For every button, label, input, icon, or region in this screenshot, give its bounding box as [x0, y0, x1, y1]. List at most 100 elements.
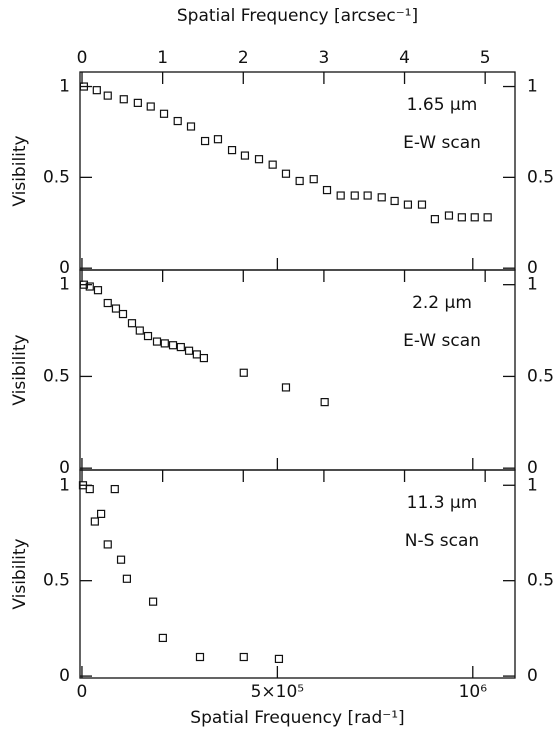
marker — [320, 398, 329, 407]
y2-tick-label: 1 — [527, 77, 538, 97]
marker — [227, 146, 237, 155]
y-tick-label: 0.5 — [43, 366, 70, 386]
x2-tick-label: 5 — [480, 48, 491, 68]
y2-tick-label: 0 — [527, 258, 538, 278]
marker — [103, 540, 112, 549]
marker — [295, 176, 304, 186]
marker — [92, 86, 101, 95]
marker — [168, 341, 178, 350]
marker — [322, 185, 332, 195]
marker — [200, 136, 210, 146]
marker — [148, 597, 158, 606]
marker — [90, 517, 99, 526]
marker — [309, 175, 318, 184]
x-tick-label: 10⁶ — [459, 682, 488, 702]
marker — [158, 633, 167, 643]
marker — [417, 200, 427, 209]
marker — [146, 102, 155, 111]
x-axis-title: Spatial Frequency [rad⁻¹] — [190, 708, 404, 728]
y2-tick-label: 0.5 — [527, 571, 554, 591]
marker — [122, 574, 132, 583]
marker — [160, 339, 169, 348]
y-tick-label: 0.5 — [43, 571, 70, 591]
marker — [184, 346, 194, 355]
marker — [213, 135, 223, 144]
marker — [85, 484, 94, 494]
marker — [111, 304, 121, 313]
marker — [470, 213, 479, 222]
marker — [239, 368, 248, 377]
y-axis-title: Visibility — [10, 135, 30, 206]
annotation: 1.65 μm — [407, 95, 478, 115]
marker — [79, 82, 89, 91]
marker — [195, 652, 205, 662]
marker — [403, 200, 413, 209]
y-tick-label: 1 — [59, 275, 70, 295]
marker — [483, 213, 492, 222]
marker — [173, 116, 182, 126]
x2-tick-label: 4 — [399, 48, 410, 68]
x-tick-label: 5×10⁵ — [251, 682, 305, 702]
marker — [377, 193, 386, 202]
marker — [118, 309, 128, 319]
marker — [281, 169, 291, 178]
plot-frame — [79, 469, 516, 679]
x2-tick-label: 2 — [238, 48, 249, 68]
x2-tick-label: 3 — [318, 48, 329, 68]
marker — [93, 286, 103, 295]
y2-tick-label: 0.5 — [527, 366, 554, 386]
marker — [159, 109, 169, 118]
marker — [240, 151, 250, 160]
marker — [119, 95, 128, 104]
marker — [116, 555, 126, 564]
marker — [281, 383, 291, 392]
marker — [133, 98, 142, 107]
marker — [192, 350, 201, 359]
y-tick-label: 0 — [59, 666, 70, 686]
marker — [186, 122, 196, 131]
y2-tick-label: 0 — [527, 666, 538, 686]
annotation: N-S scan — [405, 531, 479, 551]
marker — [336, 191, 345, 200]
x2-tick-label: 1 — [157, 48, 168, 68]
marker — [350, 191, 359, 200]
x-tick-label: 0 — [77, 682, 88, 702]
marker — [176, 342, 185, 352]
annotation: 2.2 μm — [412, 293, 472, 313]
y-axis-title: Visibility — [10, 334, 30, 405]
marker — [444, 211, 454, 220]
x2-axis-title: Spatial Frequency [arcsec⁻¹] — [177, 6, 418, 26]
marker — [135, 326, 144, 335]
y-tick-label: 0 — [59, 458, 70, 478]
y-tick-label: 1 — [59, 475, 70, 495]
marker — [110, 484, 119, 494]
annotation: E-W scan — [403, 331, 481, 351]
marker — [390, 196, 399, 206]
marker — [457, 213, 466, 222]
y2-tick-label: 0.5 — [527, 167, 554, 187]
marker — [199, 353, 208, 363]
y2-tick-label: 1 — [527, 275, 538, 295]
marker — [152, 337, 162, 346]
annotation: 11.3 μm — [407, 493, 478, 513]
marker — [79, 280, 89, 289]
y-tick-label: 0 — [59, 258, 70, 278]
marker — [274, 654, 284, 664]
marker — [430, 215, 439, 224]
marker — [143, 331, 153, 341]
y-tick-label: 1 — [59, 77, 70, 97]
marker — [97, 509, 106, 518]
marker — [254, 155, 264, 164]
y-axis-title: Visibility — [10, 538, 30, 609]
x2-tick-label: 0 — [77, 48, 88, 68]
marker — [239, 652, 248, 662]
marker — [103, 91, 112, 100]
y2-tick-label: 0 — [527, 458, 538, 478]
annotation: E-W scan — [403, 133, 481, 153]
marker — [363, 191, 372, 200]
marker — [103, 298, 112, 308]
y2-tick-label: 1 — [527, 475, 538, 495]
y-tick-label: 0.5 — [43, 167, 70, 187]
marker — [268, 160, 277, 169]
